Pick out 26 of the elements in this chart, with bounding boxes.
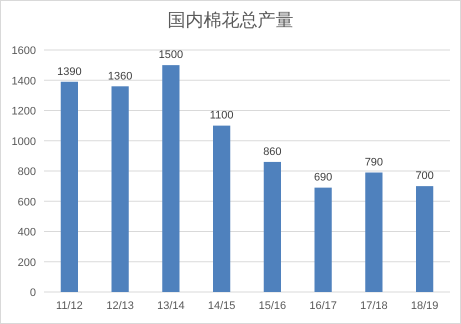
ytick: 0 [30,287,36,299]
ytick: 800 [18,166,36,178]
data-label: 860 [263,146,282,158]
ytick: 200 [18,256,36,269]
ytick: 1400 [12,75,36,88]
data-label: 1100 [210,110,234,122]
data-label: 790 [364,156,384,168]
data-label: 700 [415,170,434,182]
ytick: 1000 [12,136,36,148]
xtick: 13/14 [157,300,185,312]
data-label: 1500 [158,49,184,62]
xtick: 14/15 [208,300,236,312]
ytick: 600 [18,196,36,208]
ytick: 400 [18,226,36,238]
ytick: 1200 [12,106,36,118]
data-label: 1390 [57,66,82,78]
title: 国内棉花总产量 [168,10,294,30]
data-label: 690 [314,172,332,184]
xtick: 17/18 [360,300,388,312]
data-label: 1360 [108,70,132,82]
xtick: 18/19 [410,300,438,312]
xtick: 15/16 [258,300,286,312]
ytick: 1600 [12,45,36,57]
xtick: 12/13 [106,300,134,312]
xtick: 16/17 [309,300,337,312]
xtick: 11/12 [56,300,83,312]
